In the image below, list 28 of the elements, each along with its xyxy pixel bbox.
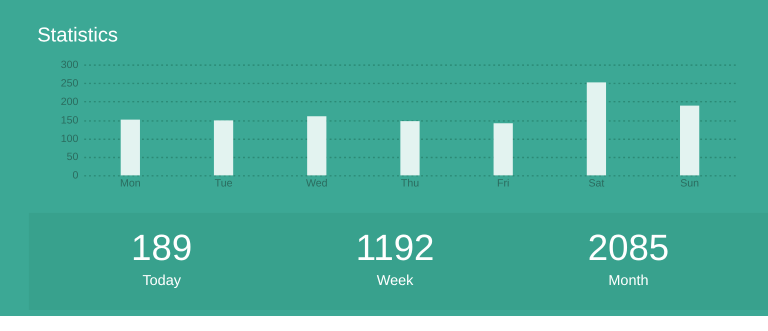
y-tick-label: 150 bbox=[60, 114, 79, 126]
bar bbox=[586, 82, 606, 176]
bar bbox=[680, 106, 700, 176]
x-tick-label: Sun bbox=[680, 177, 700, 190]
bar bbox=[307, 116, 326, 176]
y-tick-label: 50 bbox=[66, 151, 79, 164]
x-tick-label: Fri bbox=[497, 177, 510, 190]
y-tick-label: 0 bbox=[72, 170, 79, 182]
x-tick-label: Wed bbox=[306, 177, 328, 190]
chart-title: Statistics bbox=[37, 24, 118, 47]
x-tick-label: Thu bbox=[400, 177, 420, 190]
y-tick-label: 200 bbox=[60, 96, 79, 108]
y-tick-label: 250 bbox=[60, 77, 79, 90]
y-tick-label: 300 bbox=[60, 59, 79, 72]
x-tick-label: Sat bbox=[588, 177, 604, 190]
x-tick-label: Mon bbox=[120, 177, 141, 190]
text: Today bbox=[142, 273, 182, 290]
text: Month bbox=[608, 273, 648, 290]
bar bbox=[494, 123, 513, 176]
x-tick-label: Tue bbox=[214, 177, 233, 190]
text: 189 bbox=[131, 227, 192, 268]
bar bbox=[120, 120, 140, 176]
text: Week bbox=[376, 273, 414, 290]
text: 1192 bbox=[356, 227, 434, 268]
text: 2085 bbox=[588, 227, 670, 268]
bar bbox=[214, 120, 234, 176]
bar bbox=[400, 121, 420, 176]
y-tick-label: 100 bbox=[60, 132, 79, 145]
